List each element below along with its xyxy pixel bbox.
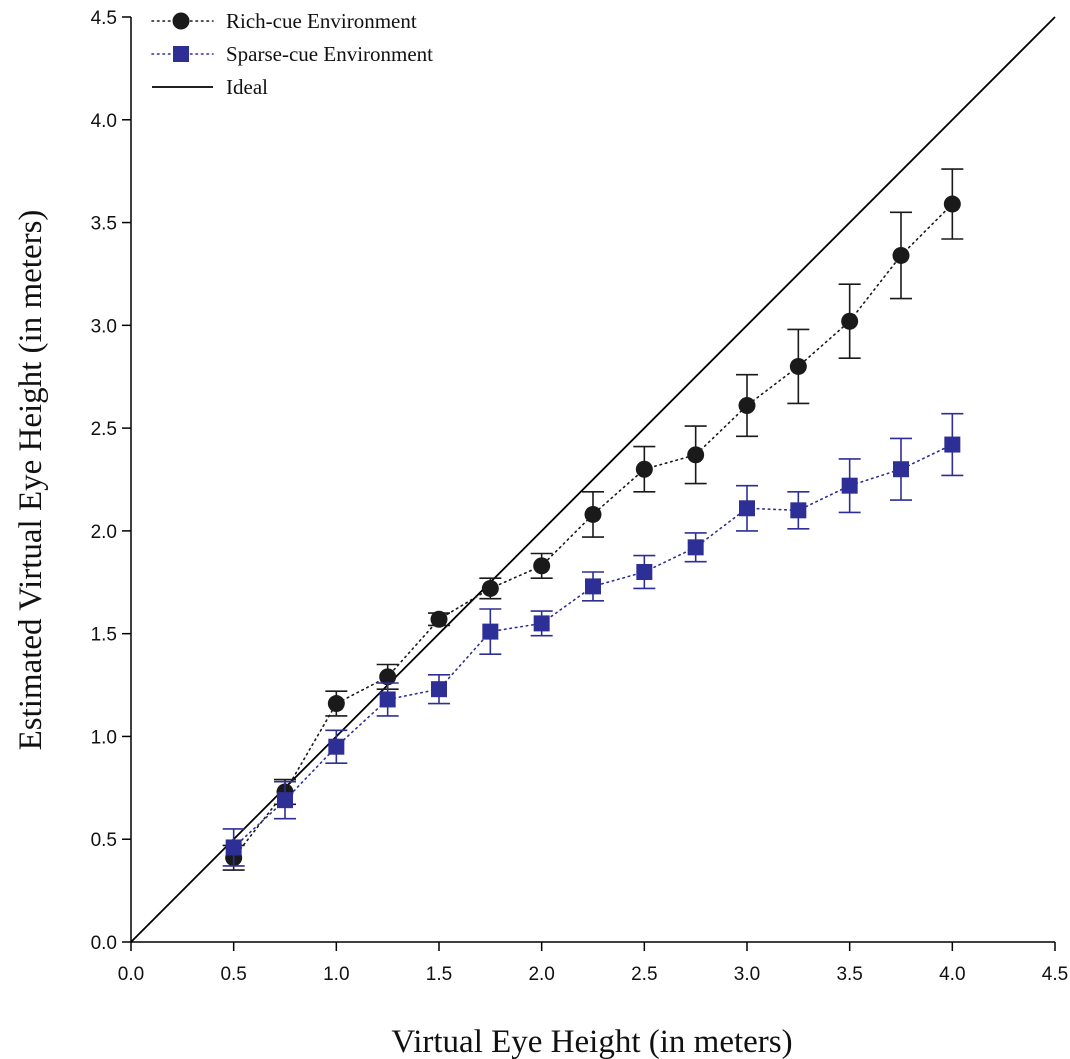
x-tick-label: 3.5: [836, 964, 862, 985]
legend-item-richcue: Rich-cue Environment: [151, 9, 417, 33]
sparsecue-series: [222, 412, 964, 867]
y-tick-label: 1.5: [91, 625, 117, 646]
y-tick-label: 4.0: [91, 111, 117, 132]
sparsecue-point: [893, 461, 909, 478]
sparsecue-point: [431, 681, 447, 698]
sparsecue-point: [379, 691, 396, 708]
series-layer: [222, 168, 964, 871]
legend-label: Sparse-cue Environment: [226, 42, 433, 66]
ideal-layer: [130, 16, 1056, 943]
sparsecue-point: [225, 839, 242, 856]
x-tick-label: 3.0: [734, 964, 760, 985]
richcue-point: [738, 397, 756, 414]
richcue-point: [379, 668, 397, 686]
sparsecue-point: [687, 539, 704, 556]
sparsecue-point: [944, 436, 961, 453]
y-tick-label: 4.5: [91, 8, 117, 29]
richcue-point: [584, 505, 602, 523]
x-tick-label: 2.0: [528, 964, 554, 985]
legend-item-ideal: Ideal: [152, 75, 268, 99]
ideal-line: [130, 16, 1056, 943]
richcue-point: [892, 246, 910, 264]
x-tick-label: 4.5: [1042, 964, 1068, 985]
sparsecue-point: [533, 615, 550, 632]
richcue-point: [687, 446, 705, 464]
sparsecue-point: [328, 738, 345, 755]
y-axis-title: Estimated Virtual Eye Height (in meters): [13, 210, 49, 751]
legend-marker: [173, 46, 189, 62]
y-tick-label: 3.5: [91, 214, 117, 235]
x-tick-label: 0.0: [118, 964, 144, 985]
x-tick-label: 1.5: [426, 964, 452, 985]
axes: 0.0 0.5 1.0 1.5 2.0 2.5 3.0 3.5 4.0 4.5 0.0 0.5 1.0 1…: [91, 8, 1069, 985]
y-tick-label: 0.5: [91, 830, 117, 851]
legend-item-sparsecue: Sparse-cue Environment: [151, 42, 433, 66]
x-tick-label: 4.0: [939, 964, 965, 985]
richcue-point: [430, 610, 448, 628]
sparsecue-point: [585, 578, 601, 595]
legend: Rich-cue Environment Sparse-cue Environme…: [151, 9, 433, 99]
sparsecue-point: [739, 500, 755, 517]
richcue-series: [222, 168, 964, 871]
sparsecue-point: [841, 477, 858, 494]
y-tick-label: 1.0: [91, 727, 117, 748]
x-axis-title: Virtual Eye Height (in meters): [391, 1024, 792, 1059]
richcue-point: [789, 357, 807, 375]
sparsecue-point: [482, 623, 499, 640]
richcue-point: [327, 695, 345, 713]
y-tick-label: 0.0: [91, 933, 117, 954]
x-tick-label: 0.5: [220, 964, 246, 985]
legend-marker: [172, 12, 190, 30]
x-tick-label: 1.0: [323, 964, 349, 985]
y-tick-label: 2.5: [91, 419, 117, 440]
richcue-point: [841, 312, 859, 330]
richcue-point: [943, 195, 961, 213]
sparsecue-point: [636, 564, 653, 580]
richcue-point: [635, 460, 653, 478]
y-tick-label: 3.0: [91, 316, 117, 337]
richcue-point: [481, 579, 499, 597]
richcue-point: [533, 557, 551, 575]
legend-label: Rich-cue Environment: [226, 9, 417, 33]
legend-label: Ideal: [226, 75, 268, 99]
sparsecue-point: [790, 502, 807, 519]
sparsecue-point: [277, 792, 293, 809]
x-tick-label: 2.5: [631, 964, 657, 985]
richcue-series-line: [232, 203, 954, 859]
y-tick-label: 2.0: [91, 522, 117, 543]
